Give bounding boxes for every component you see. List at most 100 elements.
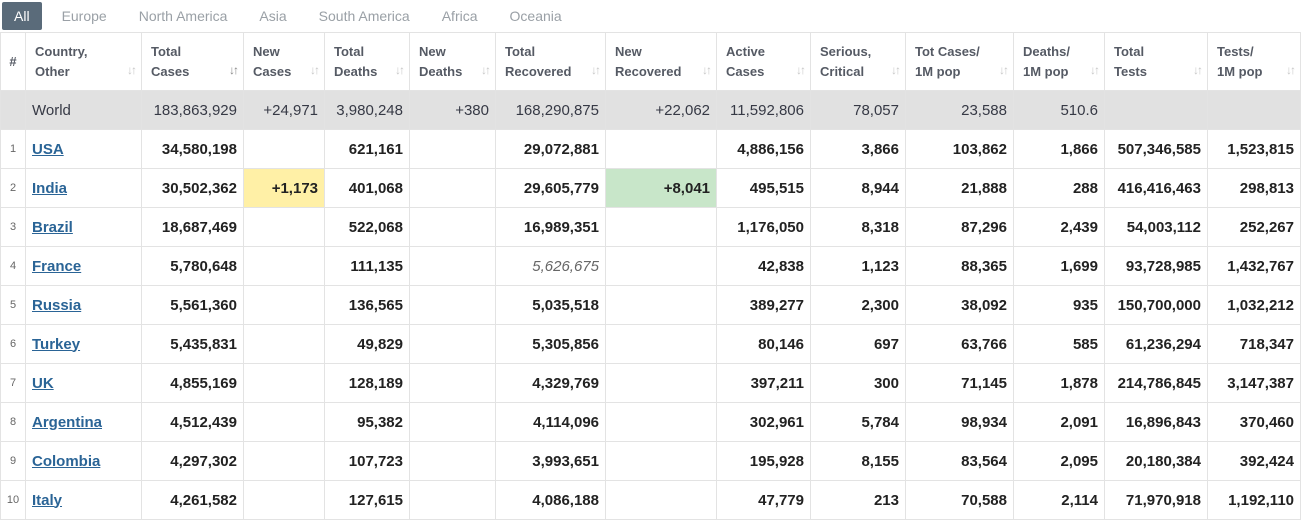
- country-link[interactable]: Brazil: [32, 218, 73, 236]
- new-deaths-cell: [409, 480, 496, 520]
- tests-per-1m-cell: 252,267: [1207, 207, 1301, 247]
- column-header-new-recovered[interactable]: New Recovered ↓↑: [605, 32, 717, 91]
- column-header-new-deaths[interactable]: New Deaths ↓↑: [409, 32, 496, 91]
- total-deaths-cell: 127,615: [324, 480, 410, 520]
- total-tests-cell: 54,003,112: [1104, 207, 1208, 247]
- country-cell: USA: [25, 129, 142, 169]
- active-cases-cell: 195,928: [716, 441, 811, 481]
- country-cell: Turkey: [25, 324, 142, 364]
- sort-arrows-icon[interactable]: ↓↑: [395, 63, 405, 77]
- total-tests-cell: 20,180,384: [1104, 441, 1208, 481]
- new-recovered-cell: +22,062: [605, 90, 717, 130]
- total-tests-cell: 61,236,294: [1104, 324, 1208, 364]
- sort-arrows-icon[interactable]: ↓↑: [1286, 63, 1296, 77]
- tab-africa[interactable]: Africa: [441, 8, 478, 24]
- country-link[interactable]: Argentina: [32, 413, 103, 431]
- tab-asia[interactable]: Asia: [259, 8, 287, 24]
- column-header-line2: 1M pop: [1023, 63, 1069, 79]
- total-deaths-cell: 128,189: [324, 363, 410, 403]
- active-cases-cell: 80,146: [716, 324, 811, 364]
- country-link[interactable]: Turkey: [32, 335, 81, 353]
- rank-cell: 6: [0, 324, 26, 364]
- new-recovered-cell: [605, 285, 717, 325]
- column-header-country[interactable]: Country, Other ↓↑: [25, 32, 142, 91]
- tests-per-1m-cell: 298,813: [1207, 168, 1301, 208]
- new-cases-cell: [243, 480, 325, 520]
- column-header-tot-cases-per-1m[interactable]: Tot Cases/1M pop ↓↑: [905, 32, 1014, 91]
- country-link[interactable]: USA: [32, 140, 64, 158]
- column-header-line1: New: [615, 43, 642, 59]
- sort-arrows-icon[interactable]: ↓↑: [310, 63, 320, 77]
- country-link[interactable]: France: [32, 257, 82, 275]
- cases-per-1m-cell: 83,564: [905, 441, 1014, 481]
- deaths-per-1m-cell: 585: [1013, 324, 1105, 364]
- column-header-total-cases[interactable]: Total Cases ↓↑: [141, 32, 244, 91]
- sort-arrows-icon[interactable]: ↓↑: [481, 63, 491, 77]
- cases-per-1m-cell: 88,365: [905, 246, 1014, 286]
- column-header-new-cases[interactable]: New Cases ↓↑: [243, 32, 325, 91]
- sort-arrows-icon[interactable]: ↓↑: [591, 63, 601, 77]
- rank-cell: 1: [0, 129, 26, 169]
- active-cases-cell: 389,277: [716, 285, 811, 325]
- column-header-total-tests[interactable]: Total Tests ↓↑: [1104, 32, 1208, 91]
- tab-oceania[interactable]: Oceania: [509, 8, 562, 24]
- country-link[interactable]: Italy: [32, 491, 63, 509]
- sort-arrows-icon[interactable]: ↓↑: [702, 63, 712, 77]
- sort-arrows-icon[interactable]: ↓↑: [127, 63, 137, 77]
- cases-per-1m-cell: 23,588: [905, 90, 1014, 130]
- tab-europe[interactable]: Europe: [61, 8, 107, 24]
- sort-arrows-icon[interactable]: ↓↑: [999, 63, 1009, 77]
- sort-arrows-icon[interactable]: ↓↑: [1193, 63, 1203, 77]
- total-deaths-cell: 621,161: [324, 129, 410, 169]
- table-header-row: # Country, Other ↓↑ Total Cases ↓↑ New Cases ↓↑ To…: [0, 32, 1301, 91]
- tests-per-1m-cell: 1,432,767: [1207, 246, 1301, 286]
- column-header-tests-per-1m[interactable]: Tests/1M pop ↓↑: [1207, 32, 1301, 91]
- country-cell: India: [25, 168, 142, 208]
- tab-north-america[interactable]: North America: [138, 8, 228, 24]
- total-cases-cell: 183,863,929: [141, 90, 244, 130]
- total-tests-cell: [1104, 90, 1208, 130]
- column-header-active-cases[interactable]: Active Cases ↓↑: [716, 32, 811, 91]
- country-link[interactable]: Colombia: [32, 452, 101, 470]
- sort-arrows-icon[interactable]: ↓↑: [796, 63, 806, 77]
- sort-arrows-icon[interactable]: ↓↑: [1090, 63, 1100, 77]
- total-deaths-cell: 401,068: [324, 168, 410, 208]
- deaths-per-1m-cell: 2,114: [1013, 480, 1105, 520]
- total-deaths-cell: 136,565: [324, 285, 410, 325]
- country-cell: Italy: [25, 480, 142, 520]
- total-recovered-cell: 5,626,675: [495, 246, 606, 286]
- table-row: 8 Argentina 4,512,439 95,382 4,114,096 302,96…: [0, 402, 1301, 442]
- covid-stats-table: # Country, Other ↓↑ Total Cases ↓↑ New Cases ↓↑ To…: [0, 32, 1301, 520]
- new-deaths-cell: [409, 246, 496, 286]
- column-header-total-deaths[interactable]: Total Deaths ↓↑: [324, 32, 410, 91]
- column-header-line2: Deaths: [419, 63, 463, 79]
- table-row: 5 Russia 5,561,360 136,565 5,035,518 389,277 2…: [0, 285, 1301, 325]
- column-header-deaths-per-1m[interactable]: Deaths/1M pop ↓↑: [1013, 32, 1105, 91]
- tests-per-1m-cell: 718,347: [1207, 324, 1301, 364]
- country-link[interactable]: Russia: [32, 296, 82, 314]
- sort-desc-icon[interactable]: ↓↑: [229, 63, 239, 77]
- tab-south-america[interactable]: South America: [318, 8, 410, 24]
- new-deaths-cell: [409, 324, 496, 364]
- tests-per-1m-cell: 370,460: [1207, 402, 1301, 442]
- new-cases-cell: [243, 285, 325, 325]
- column-header-serious-critical[interactable]: Serious, Critical ↓↑: [810, 32, 906, 91]
- new-cases-cell: [243, 363, 325, 403]
- tab-all[interactable]: All: [2, 2, 42, 30]
- total-deaths-cell: 111,135: [324, 246, 410, 286]
- active-cases-cell: 42,838: [716, 246, 811, 286]
- sort-arrows-icon[interactable]: ↓↑: [891, 63, 901, 77]
- column-header-line2: Tests: [1114, 63, 1147, 79]
- total-tests-cell: 71,970,918: [1104, 480, 1208, 520]
- tests-per-1m-cell: 3,147,387: [1207, 363, 1301, 403]
- country-cell: World: [25, 90, 142, 130]
- table-row: 7 UK 4,855,169 128,189 4,329,769 397,211 300 71…: [0, 363, 1301, 403]
- rank-cell: 9: [0, 441, 26, 481]
- deaths-per-1m-cell: 2,095: [1013, 441, 1105, 481]
- tests-per-1m-cell: [1207, 90, 1301, 130]
- active-cases-cell: 1,176,050: [716, 207, 811, 247]
- column-header-total-recovered[interactable]: Total Recovered ↓↑: [495, 32, 606, 91]
- country-link[interactable]: UK: [32, 374, 54, 392]
- country-link[interactable]: India: [32, 179, 68, 197]
- active-cases-cell: 302,961: [716, 402, 811, 442]
